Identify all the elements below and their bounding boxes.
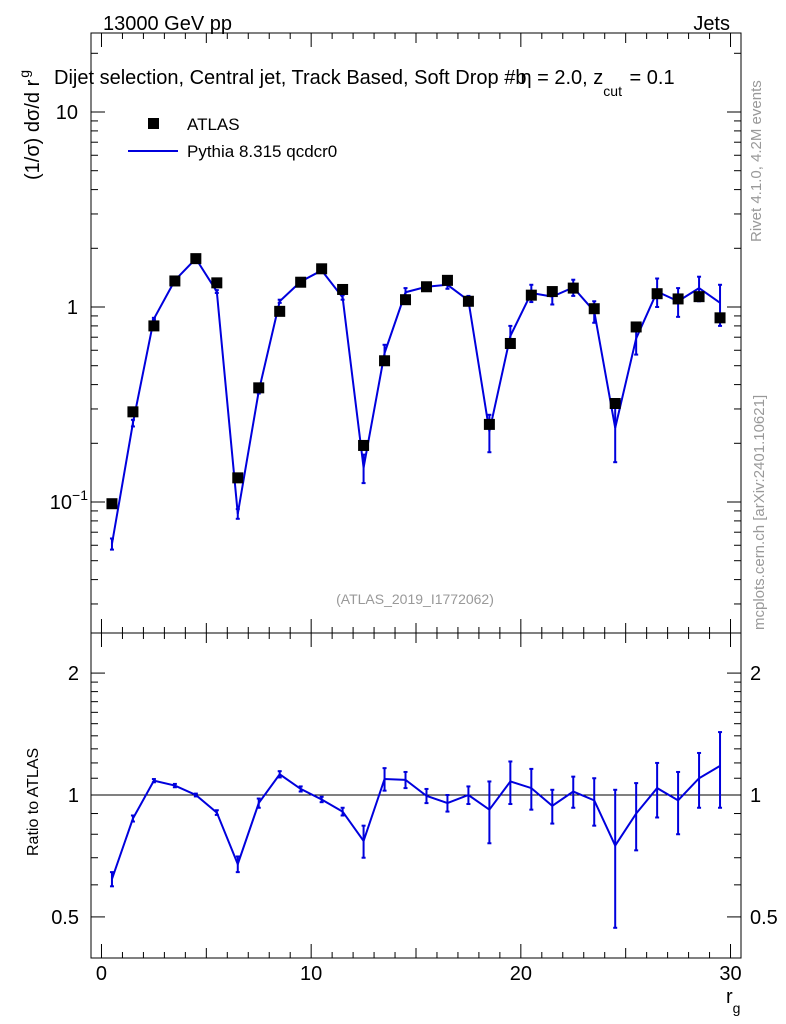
- ratio-layer: [109, 731, 723, 929]
- title-eta: η: [520, 67, 531, 89]
- y-tick-label-ratio: 1: [68, 785, 79, 807]
- analysis-id: (ATLAS_2019_I1772062): [336, 591, 494, 607]
- mc-series-layer: [109, 257, 723, 551]
- data-point: [295, 276, 307, 288]
- title-end: = 0.1: [624, 67, 675, 89]
- plot-title: Dijet selection, Central jet, Track Base…: [54, 67, 675, 99]
- y-tick-label-ratio-right: 1: [750, 785, 761, 807]
- legend-mc-label: Pythia 8.315 qcdcr0: [187, 142, 337, 161]
- data-point: [253, 382, 265, 394]
- data-point: [462, 295, 474, 307]
- data-point: [567, 282, 579, 294]
- y-tick-label-ratio-right: 0.5: [750, 907, 778, 929]
- data-point: [379, 355, 391, 367]
- data-point: [420, 281, 432, 293]
- data-point: [714, 312, 726, 324]
- data-point: [546, 286, 558, 298]
- data-point: [127, 406, 139, 418]
- data-point: [504, 337, 516, 349]
- process-label: Jets: [693, 13, 730, 35]
- x-tick-label: 10: [300, 963, 322, 985]
- mc-line: [110, 257, 721, 545]
- main-ylabel-sub: g: [16, 70, 32, 78]
- data-point: [693, 291, 705, 303]
- data-point: [190, 253, 202, 265]
- x-axis-label: rg: [726, 986, 740, 1016]
- main-ylabel: (1/σ) dσ/d rg: [16, 70, 44, 180]
- x-axis-label-sub: g: [733, 1000, 741, 1016]
- title-cut: cut: [603, 83, 622, 99]
- title-main: Dijet selection, Central jet, Track Base…: [54, 67, 526, 89]
- data-point: [106, 498, 118, 510]
- legend-data-marker: [148, 118, 159, 129]
- mcplots-label: mcplots.cern.ch [arXiv:2401.10621]: [751, 395, 768, 630]
- main-ylabel-text: (1/σ) dσ/d r: [22, 79, 44, 180]
- data-point: [651, 288, 663, 300]
- data-point: [588, 303, 600, 315]
- data-point: [148, 320, 160, 332]
- data-point: [337, 283, 349, 295]
- y-tick-label-main: 1: [67, 297, 78, 319]
- data-point: [483, 418, 495, 430]
- x-axis-label-text: r: [726, 986, 733, 1008]
- data-point: [274, 305, 286, 317]
- x-tick-label: 20: [510, 963, 532, 985]
- legend-data-label: ATLAS: [187, 115, 240, 134]
- data-point: [211, 277, 223, 289]
- y-tick-label-exponent: −1: [72, 487, 88, 503]
- data-point: [358, 439, 370, 451]
- y-tick-label-main: 10: [56, 102, 78, 124]
- y-tick-label-ratio: 0.5: [51, 907, 79, 929]
- rivet-label: Rivet 4.1.0, 4.2M events: [748, 80, 765, 242]
- data-point: [525, 289, 537, 301]
- y-tick-label-main: 10−1: [50, 487, 88, 514]
- y-tick-label-base: 10: [50, 492, 72, 514]
- ratio-ylabel: Ratio to ATLAS: [25, 748, 42, 856]
- data-point: [169, 275, 181, 287]
- data-point: [630, 321, 642, 333]
- y-tick-label-ratio: 2: [68, 663, 79, 685]
- data-point: [441, 274, 453, 286]
- data-point: [400, 294, 412, 306]
- x-tick-label: 30: [719, 963, 741, 985]
- data-point: [316, 263, 328, 275]
- ratio-line: [111, 765, 721, 880]
- title-mid: = 2.0, z: [532, 67, 604, 89]
- data-series-layer: [106, 253, 726, 510]
- data-point: [672, 293, 684, 305]
- energy-label: 13000 GeV pp: [103, 13, 232, 35]
- x-tick-label: 0: [96, 963, 107, 985]
- data-point: [232, 472, 244, 484]
- data-point: [609, 397, 621, 409]
- y-tick-label-ratio-right: 2: [750, 663, 761, 685]
